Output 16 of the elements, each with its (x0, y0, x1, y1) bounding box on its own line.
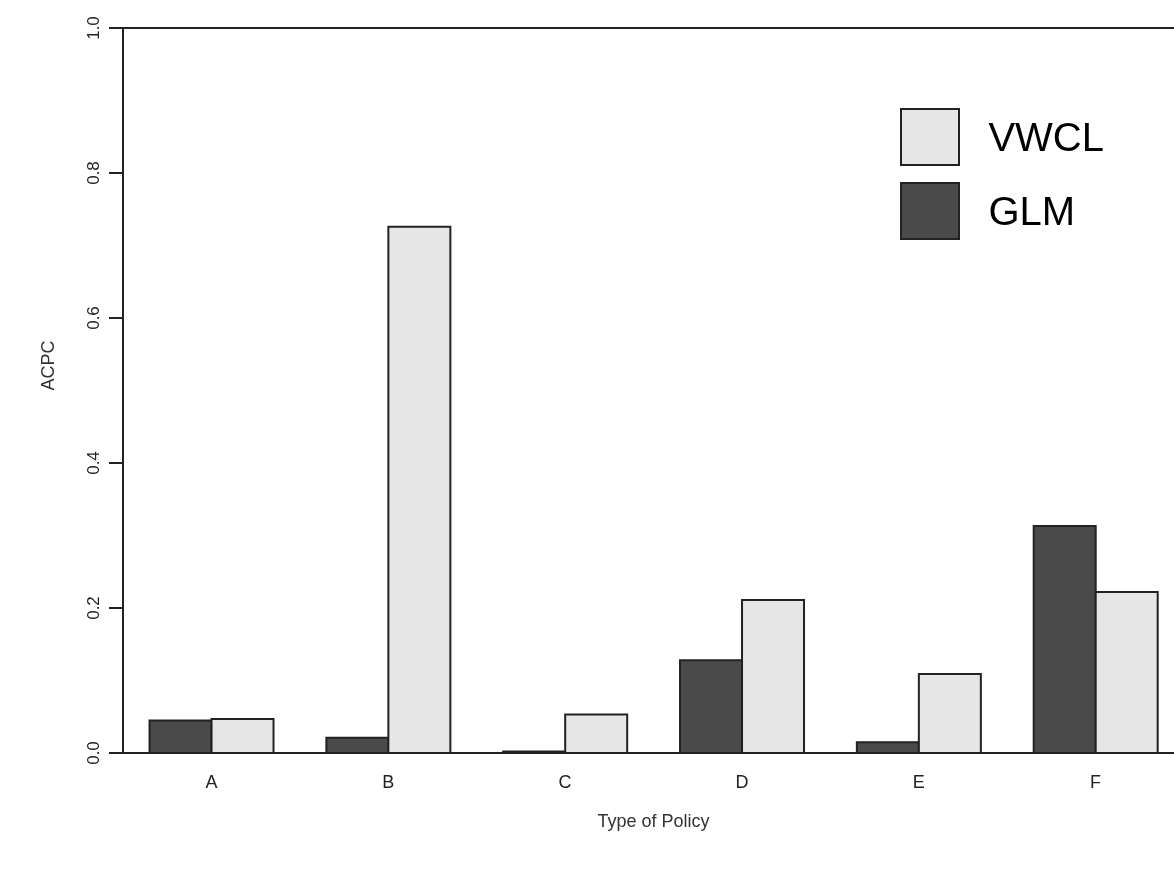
y-tick-label: 0.4 (84, 451, 103, 475)
x-tick-label: A (205, 771, 218, 792)
y-tick-label: 0.2 (84, 596, 103, 620)
legend-label: VWCL (988, 114, 1104, 160)
x-axis-title: Type of Policy (597, 811, 710, 831)
legend-label: GLM (988, 188, 1076, 234)
x-tick-label: C (558, 771, 572, 792)
y-tick-label: 0.8 (84, 161, 103, 185)
x-tick-label: F (1090, 771, 1102, 792)
x-tick-label: E (912, 771, 925, 792)
x-tick-label: B (382, 771, 395, 792)
y-tick-label: 0.0 (84, 741, 103, 765)
y-axis-title: ACPC (38, 340, 59, 391)
y-tick-label: 0.6 (84, 306, 103, 330)
x-tick-label: D (735, 771, 749, 792)
y-tick-label: 1.0 (84, 16, 103, 40)
